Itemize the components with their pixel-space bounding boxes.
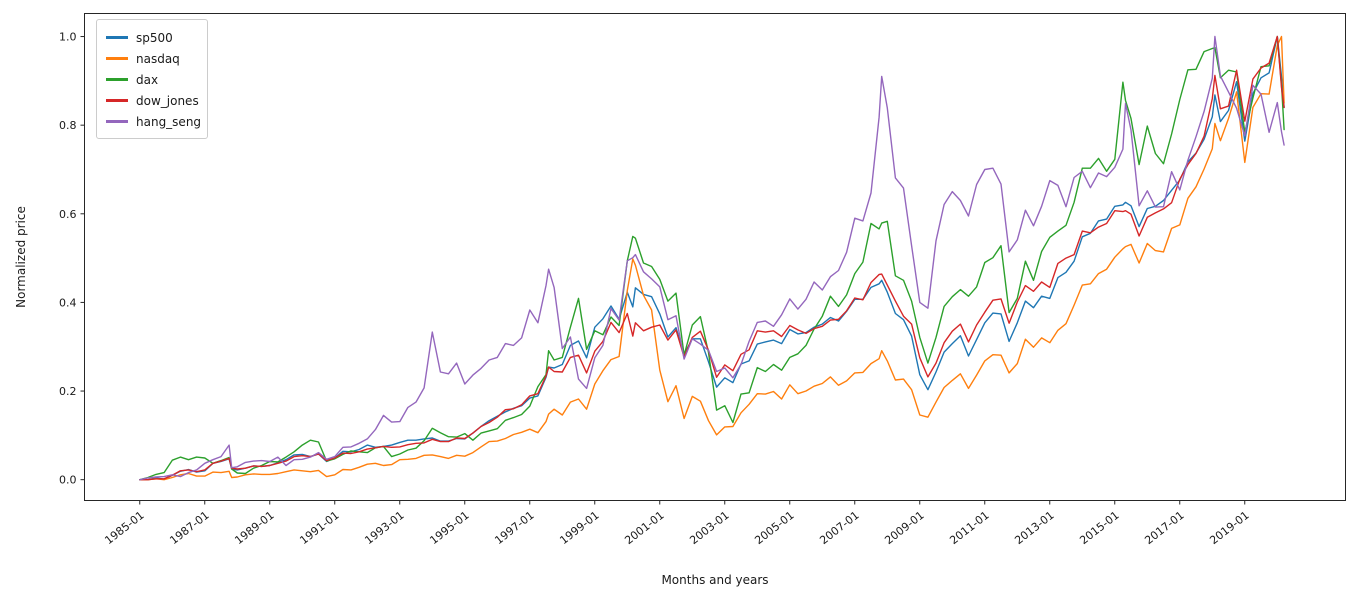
legend-swatch-sp500 (106, 36, 128, 39)
legend-swatch-hang_seng (106, 120, 128, 123)
x-tick-label: 1991-01 (297, 509, 341, 548)
y-tick-label: 0.6 (59, 208, 77, 221)
legend-entry-hang_seng: hang_seng (106, 111, 201, 132)
legend-label: nasdaq (136, 51, 180, 66)
x-tick-label: 2005-01 (752, 509, 796, 548)
y-tick-label: 0.0 (59, 474, 77, 487)
x-tick-label: 1987-01 (167, 509, 211, 548)
legend-label: dow_jones (136, 93, 199, 108)
x-tick-label: 2011-01 (947, 509, 991, 548)
legend-swatch-dow_jones (106, 99, 128, 102)
y-axis-title: Normalized price (14, 206, 28, 308)
x-tick-label: 1993-01 (362, 509, 406, 548)
x-tick-label: 1997-01 (492, 509, 536, 548)
x-tick-label: 2007-01 (817, 509, 861, 548)
legend-label: hang_seng (136, 114, 202, 129)
x-axis-title: Months and years (661, 573, 768, 587)
legend-swatch-nasdaq (106, 57, 128, 60)
x-tick-label: 2019-01 (1207, 509, 1251, 548)
legend: sp500 nasdaq dax dow_jones hang_seng (96, 19, 208, 139)
x-tick-label: 1989-01 (232, 509, 276, 548)
y-axis-ticks: 0.0 0.2 0.4 0.6 0.8 1.0 (59, 31, 85, 487)
series-line-dax (139, 35, 1285, 481)
x-tick-label: 2003-01 (687, 509, 731, 548)
x-tick-label: 2015-01 (1077, 509, 1121, 548)
series-line-hang_seng (139, 35, 1285, 481)
plot-area (84, 13, 1346, 501)
y-tick-label: 0.2 (59, 385, 77, 398)
series-line-nasdaq (139, 35, 1285, 481)
x-tick-label: 1995-01 (427, 509, 471, 548)
x-tick-label: 2013-01 (1012, 509, 1056, 548)
y-tick-label: 0.4 (59, 296, 77, 309)
y-tick-label: 0.8 (59, 119, 77, 132)
x-tick-label: 1985-01 (102, 509, 146, 548)
x-tick-label: 2009-01 (882, 509, 926, 548)
legend-label: sp500 (136, 30, 173, 45)
y-tick-label: 1.0 (59, 31, 77, 44)
legend-label: dax (136, 72, 159, 87)
series-lines (139, 35, 1285, 481)
series-line-dow_jones (139, 35, 1285, 481)
legend-entry-dow_jones: dow_jones (106, 90, 199, 111)
legend-entry-dax: dax (106, 69, 197, 90)
x-tick-label: 2001-01 (622, 509, 666, 548)
x-tick-label: 2017-01 (1142, 509, 1186, 548)
series-line-sp500 (139, 35, 1285, 481)
x-tick-label: 1999-01 (557, 509, 601, 548)
x-axis-ticks: 1985-01 1987-01 1989-01 1991-01 1993-01 1995-… (102, 500, 1252, 548)
legend-entry-nasdaq: nasdaq (106, 48, 197, 69)
legend-entry-sp500: sp500 (106, 27, 197, 48)
legend-swatch-dax (106, 78, 128, 81)
